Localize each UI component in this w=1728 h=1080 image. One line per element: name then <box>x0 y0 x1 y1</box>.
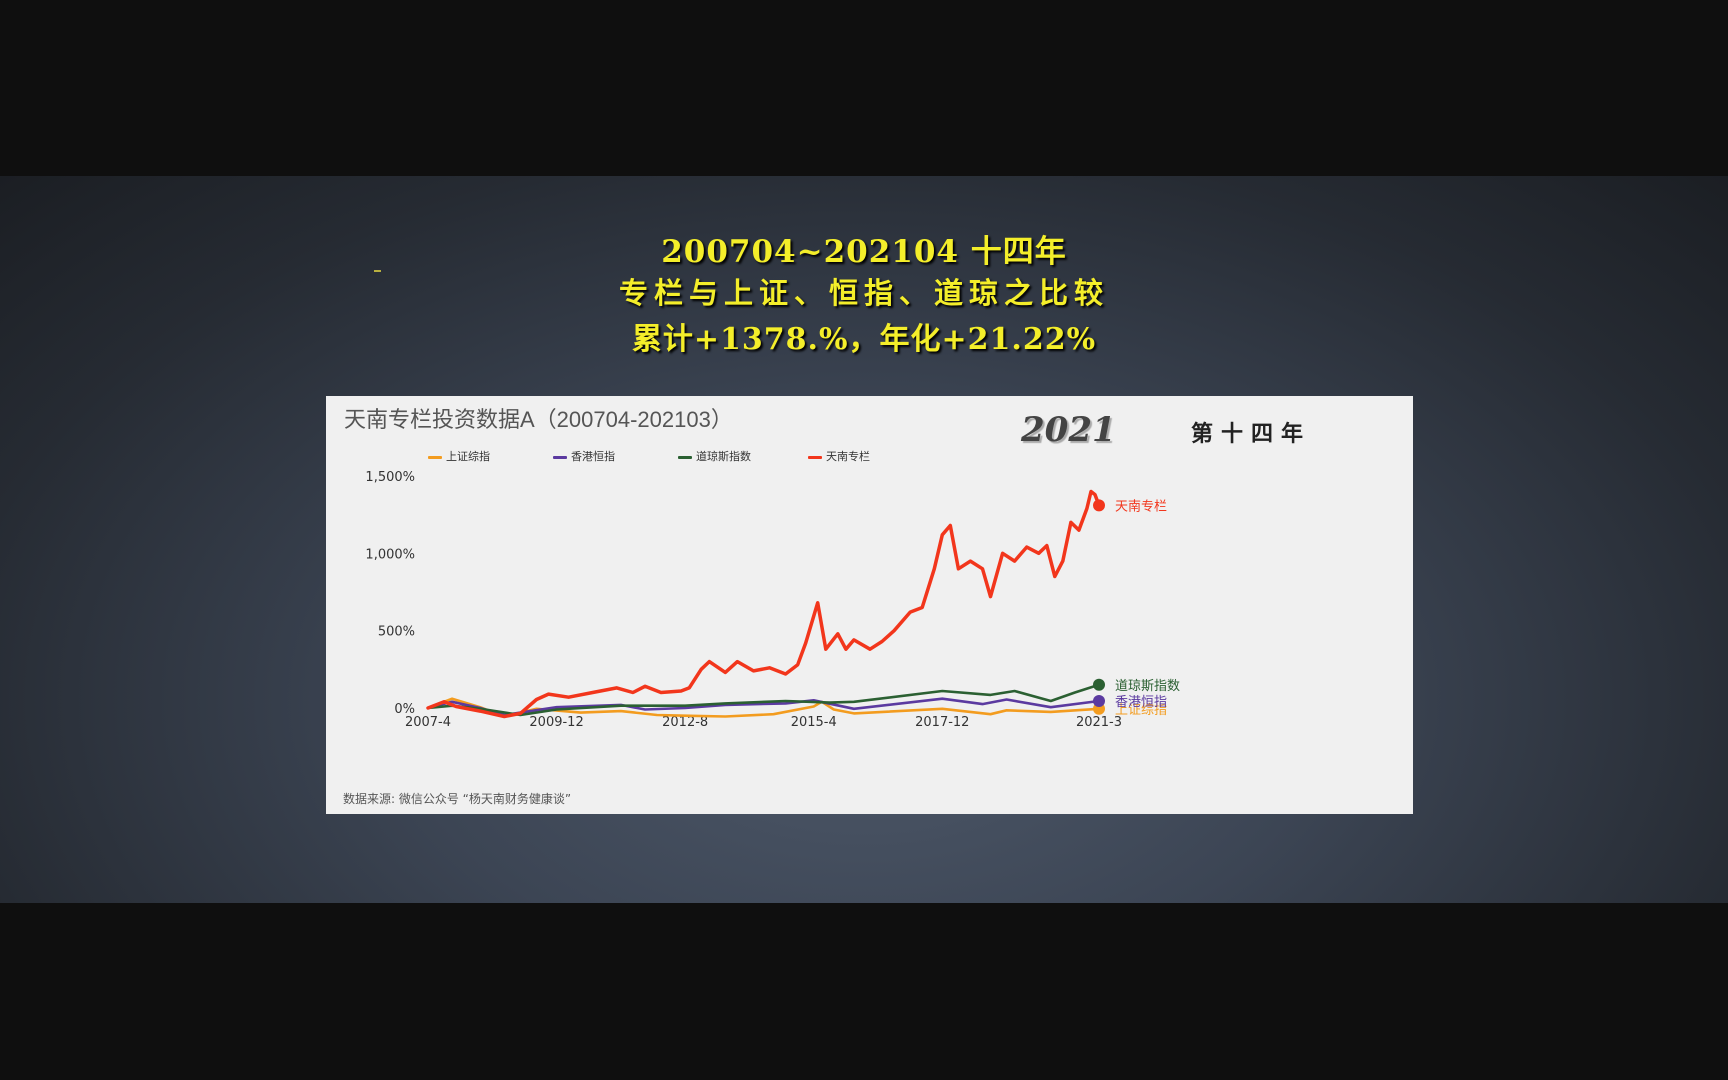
legend-item-dowjones: 道琼斯指数 <box>678 448 751 464</box>
y-tick-label: 1,000% <box>365 547 415 562</box>
series-end-marker-3 <box>1093 678 1105 691</box>
x-tick-label: 2015-4 <box>791 715 837 730</box>
series-end-label-2: 香港恒指 <box>1115 695 1167 710</box>
series-end-marker-4 <box>1093 499 1105 512</box>
legend-label: 上证综指 <box>446 450 490 463</box>
legend-swatch <box>678 455 692 459</box>
series-line-3 <box>426 683 1101 717</box>
legend-item-tiannan: 天南专栏 <box>808 448 870 464</box>
slide-background: 200704~202104 十四年 专栏与上证、恒指、道琼之比较 累计+1378… <box>0 176 1728 903</box>
slide-mark <box>374 270 381 272</box>
legend-swatch <box>428 455 442 459</box>
series-end-label-3: 道琼斯指数 <box>1115 679 1180 694</box>
legend-swatch <box>553 455 567 459</box>
chart-title: 天南专栏投资数据A（200704-202103） <box>344 407 733 432</box>
series-end-marker-2 <box>1093 695 1105 708</box>
legend-item-shanghai: 上证综指 <box>428 448 490 464</box>
year-mark: 2021 <box>1021 410 1116 450</box>
line-chart: 0% 500% 1,000% 1,500% 2007-4 2009-12 2012-8 201… <box>365 470 1180 730</box>
y-tick-label: 0% <box>394 702 415 717</box>
data-source-note: 数据来源: 微信公众号 “杨天南财务健康谈” <box>343 792 572 806</box>
series-end-label-4: 天南专栏 <box>1115 498 1167 514</box>
legend-item-hangseng: 香港恒指 <box>553 448 615 464</box>
y-tick-label: 500% <box>378 625 415 640</box>
series-line-2 <box>426 697 1101 717</box>
x-tick-label: 2017-12 <box>915 715 969 730</box>
x-tick-label: 2012-8 <box>662 715 708 730</box>
x-tick-label: 2007-4 <box>405 715 451 730</box>
series-line-4 <box>426 489 1101 719</box>
series-end-label-1: 上证综指 <box>1115 703 1167 718</box>
headline-period: 200704~202104 十四年 <box>661 234 1067 270</box>
chart-panel: 天南专栏投资数据A（200704-202103） 2021 第十四年 上证综指 … <box>326 396 1413 814</box>
legend-label: 香港恒指 <box>571 450 615 463</box>
year-label: 第十四年 <box>1191 421 1312 447</box>
legend-swatch <box>808 455 822 459</box>
y-tick-label: 1,500% <box>365 470 415 485</box>
headline-returns: 累计+1378.%，年化+21.22% <box>631 322 1097 357</box>
x-tick-label: 2021-3 <box>1076 715 1122 730</box>
x-tick-label: 2009-12 <box>529 715 583 730</box>
legend-label: 道琼斯指数 <box>696 450 751 463</box>
legend-label: 天南专栏 <box>826 450 870 463</box>
headline-comparison: 专栏与上证、恒指、道琼之比较 <box>618 276 1109 310</box>
